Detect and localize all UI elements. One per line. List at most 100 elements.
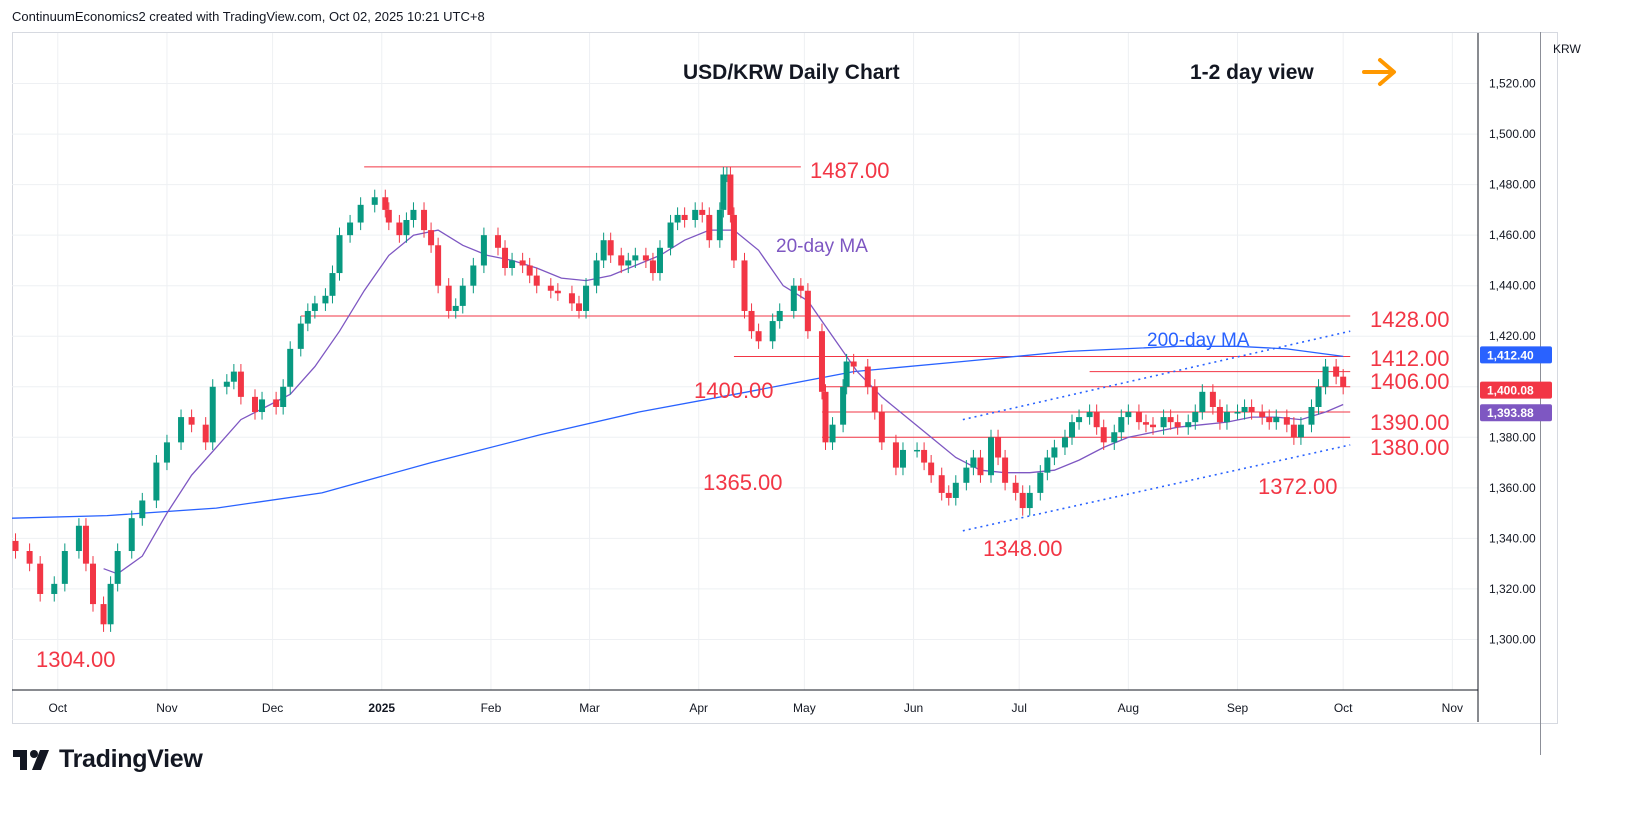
candle-body — [716, 209, 723, 241]
price-badge — [1480, 381, 1552, 399]
price-level-label: 1380.00 — [1370, 435, 1450, 460]
candle-body — [938, 475, 945, 493]
x-tick-label: Jun — [904, 701, 923, 715]
candle-body — [273, 399, 280, 407]
candle-body — [649, 260, 656, 274]
x-tick-label: Mar — [579, 701, 600, 715]
candle-body — [1093, 412, 1100, 428]
candle-body — [1069, 422, 1076, 438]
candle-body — [970, 457, 977, 468]
candle-body — [977, 457, 984, 476]
candle-body — [1266, 417, 1273, 423]
x-tick-label: Apr — [689, 701, 708, 715]
price-level-label: 1372.00 — [1258, 474, 1338, 499]
candle-body — [139, 500, 146, 519]
candle-body — [583, 285, 590, 311]
x-tick-label: 2025 — [368, 701, 395, 715]
candle-body — [776, 310, 783, 322]
candle-body — [347, 222, 354, 236]
candle-body — [1192, 412, 1199, 423]
candle-body — [864, 366, 871, 387]
candle-body — [114, 551, 121, 584]
y-tick-label: 1,520.00 — [1489, 77, 1536, 91]
candle-body — [480, 235, 487, 266]
tradingview-logo-icon — [13, 749, 49, 770]
candle-body — [1297, 424, 1304, 438]
candle-body — [1234, 412, 1241, 414]
chart-credit: ContinuumEconomics2 created with Trading… — [12, 9, 485, 24]
candle-body — [871, 386, 878, 413]
candle-body — [12, 540, 19, 552]
candle-body — [428, 230, 435, 246]
candle-body — [1167, 417, 1174, 423]
candle-body — [75, 525, 82, 552]
candle-body — [642, 255, 649, 261]
candle-body — [382, 197, 389, 210]
y-tick-label: 1,380.00 — [1489, 430, 1536, 444]
candle-body — [1199, 391, 1206, 413]
currency-label: KRW — [1553, 42, 1581, 56]
candle-body — [748, 310, 755, 332]
x-tick-label: May — [793, 701, 816, 715]
candle-body — [593, 260, 600, 286]
candle-body — [533, 275, 540, 286]
candle-body — [435, 245, 442, 286]
candle-body — [1160, 417, 1167, 428]
candle-body — [995, 437, 1002, 458]
candle-body — [741, 260, 748, 311]
candle-body — [1044, 457, 1051, 473]
candle-body — [921, 449, 928, 463]
candle-body — [37, 563, 44, 594]
candle-body — [1118, 417, 1125, 433]
candle-body — [357, 204, 364, 223]
candle-body — [1100, 427, 1107, 443]
candle-body — [470, 265, 477, 286]
y-tick-label: 1,320.00 — [1489, 582, 1536, 596]
candle-body — [223, 381, 230, 387]
candle-body — [1241, 406, 1248, 413]
y-tick-label: 1,300.00 — [1489, 632, 1536, 646]
candle-body — [403, 219, 410, 236]
candle-body — [674, 214, 681, 223]
candle-body — [1333, 366, 1340, 377]
candle-body — [311, 303, 318, 311]
candle-body — [878, 412, 885, 443]
candle-body — [371, 197, 378, 205]
candle-body — [396, 222, 403, 236]
candle-body — [494, 235, 501, 248]
candle-body — [259, 399, 266, 413]
candle-body — [209, 386, 216, 443]
candle-body — [914, 449, 921, 452]
candle-body — [963, 467, 970, 483]
candle-body — [1322, 366, 1329, 387]
candle-body — [730, 214, 737, 261]
price-level-label: 1400.00 — [694, 378, 774, 403]
price-level-label: 1304.00 — [36, 647, 116, 672]
candle-body — [1012, 482, 1019, 493]
candle-body — [575, 303, 582, 311]
candle-body — [1019, 492, 1026, 509]
candle-body — [1135, 412, 1142, 423]
candle-body — [632, 255, 639, 261]
candle-body — [681, 214, 688, 220]
candle-body — [755, 331, 762, 342]
candle-body — [385, 209, 392, 223]
candle-body — [1125, 412, 1132, 418]
candle-body — [1150, 424, 1157, 428]
y-tick-label: 1,340.00 — [1489, 531, 1536, 545]
candle-body — [519, 260, 526, 266]
candle-body — [988, 437, 995, 476]
candle-body — [322, 295, 329, 304]
price-level-label: 1390.00 — [1370, 410, 1450, 435]
candle-body — [230, 371, 237, 382]
candle-body — [304, 310, 311, 324]
candle-body — [797, 285, 804, 291]
price-badge-label: 1,412.40 — [1487, 348, 1534, 362]
candle-body — [699, 209, 706, 215]
candle-body — [459, 285, 466, 306]
candle-body — [1315, 386, 1322, 407]
candle-body — [202, 424, 209, 443]
candle-body — [554, 290, 561, 294]
candle-body — [1273, 417, 1280, 423]
candle-body — [892, 442, 899, 468]
